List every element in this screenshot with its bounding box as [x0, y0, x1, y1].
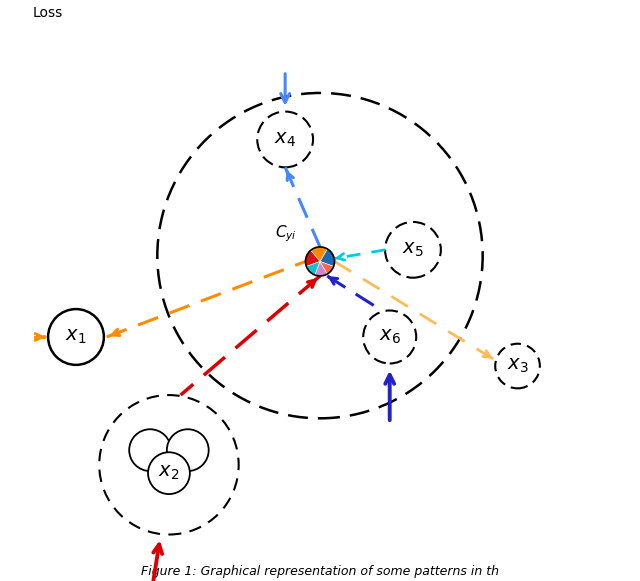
Text: $x_1$: $x_1$: [65, 328, 86, 346]
Text: $x_5$: $x_5$: [402, 241, 424, 259]
Text: $x_2$: $x_2$: [158, 464, 180, 482]
Text: Figure 1: Graphical representation of some patterns in th: Figure 1: Graphical representation of so…: [141, 565, 499, 578]
Wedge shape: [315, 261, 327, 276]
Circle shape: [48, 309, 104, 365]
Text: $x_4$: $x_4$: [274, 130, 296, 149]
Text: Loss: Loss: [33, 6, 63, 20]
Text: $x_6$: $x_6$: [379, 328, 401, 346]
Wedge shape: [320, 249, 335, 267]
Text: $C_{yi}$: $C_{yi}$: [275, 224, 297, 244]
Circle shape: [364, 310, 416, 364]
Circle shape: [495, 344, 540, 388]
Circle shape: [129, 429, 171, 471]
Circle shape: [385, 222, 441, 278]
Wedge shape: [310, 247, 327, 261]
Wedge shape: [305, 250, 320, 267]
Wedge shape: [307, 261, 320, 275]
Wedge shape: [320, 261, 333, 274]
Circle shape: [257, 112, 313, 167]
Text: $x_3$: $x_3$: [507, 357, 529, 375]
Circle shape: [148, 452, 190, 494]
Circle shape: [167, 429, 209, 471]
